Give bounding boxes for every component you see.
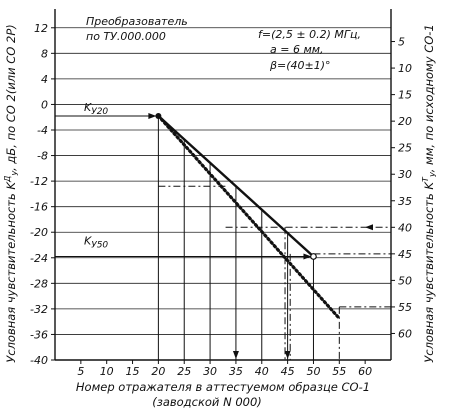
left-tick-label: -24 bbox=[30, 252, 48, 265]
x-tick-label: 40 bbox=[255, 365, 269, 378]
left-tick-label: -32 bbox=[30, 303, 48, 316]
y-axis-title-right: Условная чувствительность KТУ, мм, по ис… bbox=[421, 24, 438, 363]
annotation-ky50: KУ50 bbox=[84, 235, 108, 251]
right-tick-label: 5 bbox=[398, 36, 405, 49]
annotation-ky20: KУ20 bbox=[84, 101, 108, 117]
right-tick-label: 60 bbox=[398, 327, 412, 340]
x-axis-title-line2: (заводской N 000) bbox=[152, 395, 262, 409]
left-tick-label: -12 bbox=[30, 175, 48, 188]
x-tick-label: 15 bbox=[126, 365, 140, 378]
arrow-right-40 bbox=[365, 224, 373, 231]
x-tick-label: 20 bbox=[151, 365, 165, 378]
x-tick-label: 25 bbox=[177, 365, 191, 378]
left-tick-label: -16 bbox=[30, 201, 48, 214]
right-tick-label: 30 bbox=[398, 168, 412, 181]
right-tick-label: 25 bbox=[398, 142, 412, 155]
param-frequency: f=(2,5 ± 0.2) МГц, bbox=[258, 28, 361, 41]
right-tick-label: 20 bbox=[398, 115, 412, 128]
point-ky50 bbox=[310, 253, 317, 260]
right-tick-label: 10 bbox=[398, 62, 412, 75]
left-tick-label: -8 bbox=[37, 150, 48, 163]
right-tick-label: 15 bbox=[398, 89, 412, 102]
x-tick-label: 10 bbox=[100, 365, 114, 378]
x-tick-label: 50 bbox=[306, 365, 320, 378]
y-axis-title-left: Условная чувствительность KДУ, дБ, по СО… bbox=[3, 24, 20, 363]
x-tick-label: 55 bbox=[332, 365, 346, 378]
x-tick-label: 5 bbox=[77, 365, 84, 378]
chart-subtitle: по ТУ.000.000 bbox=[86, 30, 166, 43]
x-axis-title: Номер отражателя в аттестуемом образце С… bbox=[76, 380, 370, 394]
left-tick-label: 12 bbox=[34, 22, 48, 35]
x-tick-label: 45 bbox=[281, 365, 295, 378]
left-tick-label: -20 bbox=[30, 226, 48, 239]
right-tick-label: 35 bbox=[398, 195, 412, 208]
right-tick-label: 55 bbox=[398, 301, 412, 314]
arrow-x-45 bbox=[284, 351, 291, 359]
right-tick-label: 50 bbox=[398, 274, 412, 287]
chart-title: Преобразователь bbox=[86, 15, 188, 28]
right-tick-label: 40 bbox=[398, 221, 412, 234]
x-tick-label: 30 bbox=[203, 365, 217, 378]
arrow-ky20 bbox=[148, 112, 157, 119]
left-tick-label: -28 bbox=[30, 277, 48, 290]
param-beta: β=(40±1)° bbox=[269, 59, 331, 72]
x-tick-label: 35 bbox=[229, 365, 243, 378]
param-a: a = 6 мм, bbox=[270, 43, 324, 56]
point-ky20 bbox=[155, 112, 162, 119]
right-tick-label: 45 bbox=[398, 248, 412, 261]
left-tick-label: -40 bbox=[30, 354, 48, 367]
left-tick-label: -36 bbox=[30, 328, 48, 341]
left-tick-label: -4 bbox=[37, 124, 48, 137]
left-tick-label: 4 bbox=[41, 73, 48, 86]
series-dotted-line bbox=[156, 114, 341, 321]
arrow-x-35 bbox=[232, 351, 239, 359]
left-tick-label: 0 bbox=[41, 98, 48, 111]
left-tick-label: 8 bbox=[41, 47, 48, 60]
arrow-ky50 bbox=[303, 253, 312, 260]
x-tick-label: 60 bbox=[358, 365, 372, 378]
